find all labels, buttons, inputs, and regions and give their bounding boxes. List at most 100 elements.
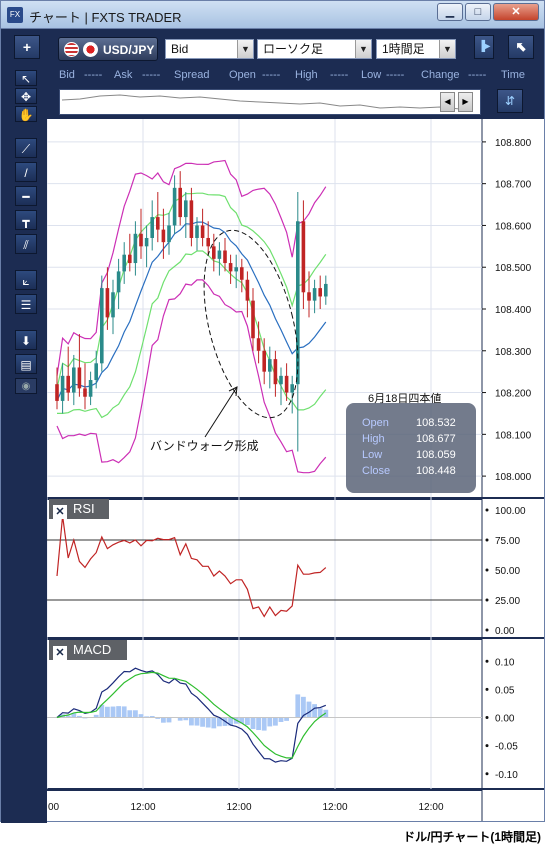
crosshair-cursor-icon[interactable]: ✥ [15,88,37,104]
tick-mark [485,744,489,748]
quote-value-low: ----- [386,69,405,81]
quote-label-bid: Bid [59,69,75,81]
bollinger-lower-2sd [56,279,327,474]
app-icon: FX [7,7,23,23]
navigator-right-button[interactable]: ▶ [458,92,473,112]
chart-area[interactable]: 108.800 108.700 108.600 108.500 108.400 108.3… [47,119,544,823]
macd-tick-label: 0.10 [495,657,515,668]
close-icon[interactable]: ✕ [53,646,67,660]
timeframe-select[interactable]: 1時間足 ▼ [376,39,456,59]
close-button[interactable]: ✕ [493,3,539,21]
macd-histogram-bar [149,715,155,718]
candle-body [66,375,70,393]
macd-histogram-bar [211,717,217,729]
candle-body [156,217,160,230]
object-list-icon[interactable]: ▤ [15,354,37,374]
price-tick-label: 108.300 [495,347,532,358]
candle-body [200,225,205,238]
macd-histogram-bar [71,713,77,718]
chevron-down-icon: ▼ [237,40,253,58]
annotation-arrowhead [228,386,238,397]
tick-mark [485,568,489,572]
timeframe-value: 1時間足 [382,42,425,56]
candle-body [100,288,104,364]
cursor-icon[interactable]: ↖ [15,70,37,86]
price-tick-label: 108.600 [495,221,532,232]
chart-type-select[interactable]: ローソク足 ▼ [257,39,372,59]
scroll-right-button[interactable]: ▐▸ [474,35,494,59]
tick-mark [485,508,489,512]
price-tick-label: 108.200 [495,389,532,400]
tick-mark [485,659,489,663]
hand-pan-icon[interactable]: ✋ [15,106,37,122]
rsi-label: RSI [73,501,95,516]
candle-body [111,292,115,318]
candle-body [240,267,244,280]
symbol-selector[interactable]: USD/JPY [58,37,158,61]
candle-body [122,254,126,272]
navigator-strip[interactable]: ◀ ▶ [59,89,481,115]
line-tool-icon[interactable]: ⟋ [15,138,37,158]
macd-label: MACD [73,642,112,657]
title-bar[interactable]: FX チャート | FXTS TRADER ▁ □ ✕ [1,1,544,29]
price-type-select[interactable]: Bid ▼ [165,39,254,59]
rsi-panel-tab[interactable]: ✕ RSI [49,499,109,519]
macd-histogram-bar [166,717,172,723]
symbol-label: USD/JPY [103,43,155,57]
macd-histogram-bar [155,717,161,719]
screenshot-icon[interactable]: ◉ [15,378,37,394]
rsi-line [56,515,327,618]
parallel-channel-icon[interactable]: ⫽ [15,234,37,254]
delete-drawing-icon[interactable]: ⬇ [15,330,37,350]
candle-body [161,229,166,243]
candle-body [60,375,65,401]
candle-body [217,250,222,259]
candle-body [128,254,132,264]
minimize-button[interactable]: ▁ [437,3,463,21]
quote-label-high: High [295,69,318,81]
candle-body [296,221,300,385]
time-tick-label: 12:00 [322,802,347,813]
macd-histogram-bar [306,701,312,718]
tick-mark [485,598,489,602]
undock-button[interactable]: ⬉ [508,35,534,59]
macd-histogram-bar [116,706,121,718]
info-panel-title: 6月18日四本値 [368,393,442,405]
fibonacci-retracement-icon[interactable]: ☰ [15,294,37,314]
quote-value-bid: ----- [84,69,103,81]
maximize-button[interactable]: □ [465,3,491,21]
macd-histogram-bar [194,717,200,726]
macd-panel-tab[interactable]: ✕ MACD [49,640,127,660]
quote-value-change: ----- [468,69,487,81]
navigator-left-button[interactable]: ◀ [440,92,455,112]
us-flag-icon [64,42,79,57]
vertical-line-icon[interactable]: ┳ [15,210,37,230]
ohlc-value: 108.448 [416,465,456,477]
close-icon[interactable]: ✕ [53,505,67,519]
macd-histogram-bar [295,694,301,718]
fibonacci-fan-icon[interactable]: ⟀ [15,270,37,290]
auto-scroll-button[interactable]: ⇵ [497,89,523,113]
macd-histogram-bar [317,708,323,718]
macd-histogram-bar [278,717,284,722]
macd-histogram-bar [105,706,110,718]
quote-label-ask: Ask [114,69,133,81]
macd-tick-label: 0.05 [495,685,515,696]
price-tick-label: 108.800 [495,138,532,149]
candle-body [262,350,266,372]
candle-body [133,233,138,264]
candle-body [279,375,283,385]
macd-histogram-bar [261,717,267,731]
macd-histogram-bar [189,717,194,726]
candle-body [268,359,272,372]
trend-line-icon[interactable]: / [15,162,37,182]
candle-body [167,225,171,243]
chart-canvas[interactable]: 108.800 108.700 108.600 108.500 108.400 108.3… [47,119,544,823]
macd-histogram-bar [267,717,273,727]
add-chart-button[interactable]: + [14,35,40,59]
candle-body [150,217,154,238]
candle-body [290,384,294,393]
horizontal-line-icon[interactable]: ━ [15,186,37,206]
ohlc-label: Close [362,465,391,477]
macd-histogram-bar [256,717,261,731]
